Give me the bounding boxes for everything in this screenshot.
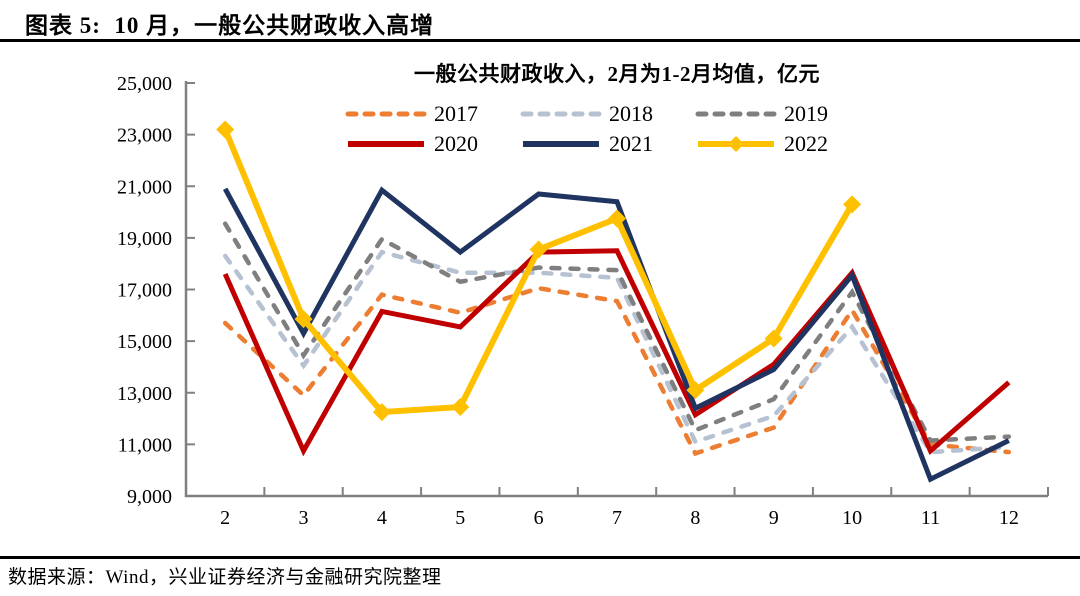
series-2022-marker: [686, 381, 705, 400]
y-tick-label: 9,000: [127, 486, 172, 508]
legend-item-2017: 2017: [345, 99, 520, 129]
legend-swatch-2021: [520, 134, 602, 154]
chart-title: 一般公共财政收入，2月为1-2月均值，亿元: [414, 62, 820, 86]
x-tick-label: 6: [534, 507, 544, 529]
x-tick-label: 8: [690, 507, 700, 529]
legend-swatch-icon: [520, 111, 602, 117]
series-2022-marker: [451, 397, 470, 416]
footer-rule: [0, 556, 1080, 559]
data-source: 数据来源：Wind，兴业证券经济与金融研究院整理: [8, 567, 442, 588]
series-2022-marker: [843, 195, 862, 214]
legend-label-2017: 2017: [434, 101, 478, 126]
y-tick-label: 25,000: [117, 73, 172, 95]
legend-swatch-2020: [345, 134, 427, 154]
x-tick-label: 9: [769, 507, 779, 529]
series-2022-marker: [372, 403, 391, 422]
legend-swatch-icon: [698, 136, 774, 152]
x-tick-label: 10: [842, 507, 862, 529]
series-2022-marker: [216, 120, 235, 139]
series-2018-line: [222, 249, 1012, 455]
series-2022-line: [222, 128, 855, 416]
series-2022-marker: [529, 240, 548, 259]
x-tick-label: 7: [612, 507, 622, 529]
x-tick-label: 12: [999, 507, 1019, 529]
legend-swatch-icon: [523, 141, 599, 147]
legend-swatch-2022: [695, 134, 777, 154]
y-tick-label: 23,000: [117, 125, 172, 147]
series-2022-marker: [294, 310, 313, 329]
figure-title: 图表 5: 10 月，一般公共财政收入高增: [25, 13, 435, 38]
legend-item-2019: 2019: [695, 99, 870, 129]
y-tick-label: 19,000: [117, 228, 172, 250]
legend-label-2022: 2022: [784, 131, 828, 156]
series-2022-marker: [764, 329, 783, 348]
legend-label-2020: 2020: [434, 131, 478, 156]
series-2022-marker: [608, 209, 626, 228]
x-tick-label: 2: [220, 507, 230, 529]
legend-label-2021: 2021: [609, 131, 653, 156]
x-tick-label: 4: [377, 507, 387, 529]
legend-item-2022: 2022: [695, 129, 870, 159]
legend-item-2018: 2018: [520, 99, 695, 129]
series-2017-line: [222, 285, 1012, 457]
legend-swatch-icon: [345, 111, 427, 117]
series-2021-line: [222, 186, 1010, 483]
legend-item-2020: 2020: [345, 129, 520, 159]
y-tick-label: 17,000: [117, 280, 172, 302]
y-tick-label: 21,000: [117, 176, 172, 198]
legend-swatch-icon: [695, 111, 777, 117]
x-tick-label: 11: [921, 507, 940, 529]
y-tick-label: 15,000: [117, 331, 172, 353]
legend-swatch-icon: [348, 141, 424, 147]
legend-label-2019: 2019: [784, 101, 828, 126]
series-2020-line: [222, 248, 1011, 457]
line-chart: 9,000 11,000 13,000 15,000 17,000 19,000 21,00…: [117, 73, 1049, 529]
y-tick-label: 13,000: [117, 383, 172, 405]
x-tick-label: 3: [299, 507, 309, 529]
legend-swatch-2018: [520, 104, 602, 124]
chart-legend: 2017 2018 2019 2020 2021 2022: [345, 99, 870, 159]
header-rule: [0, 39, 1080, 42]
legend-item-2021: 2021: [520, 129, 695, 159]
x-tick-label: 5: [455, 507, 465, 529]
legend-swatch-2017: [345, 104, 427, 124]
legend-label-2018: 2018: [609, 101, 653, 126]
legend-swatch-2019: [695, 104, 777, 124]
y-tick-label: 11,000: [118, 434, 172, 456]
